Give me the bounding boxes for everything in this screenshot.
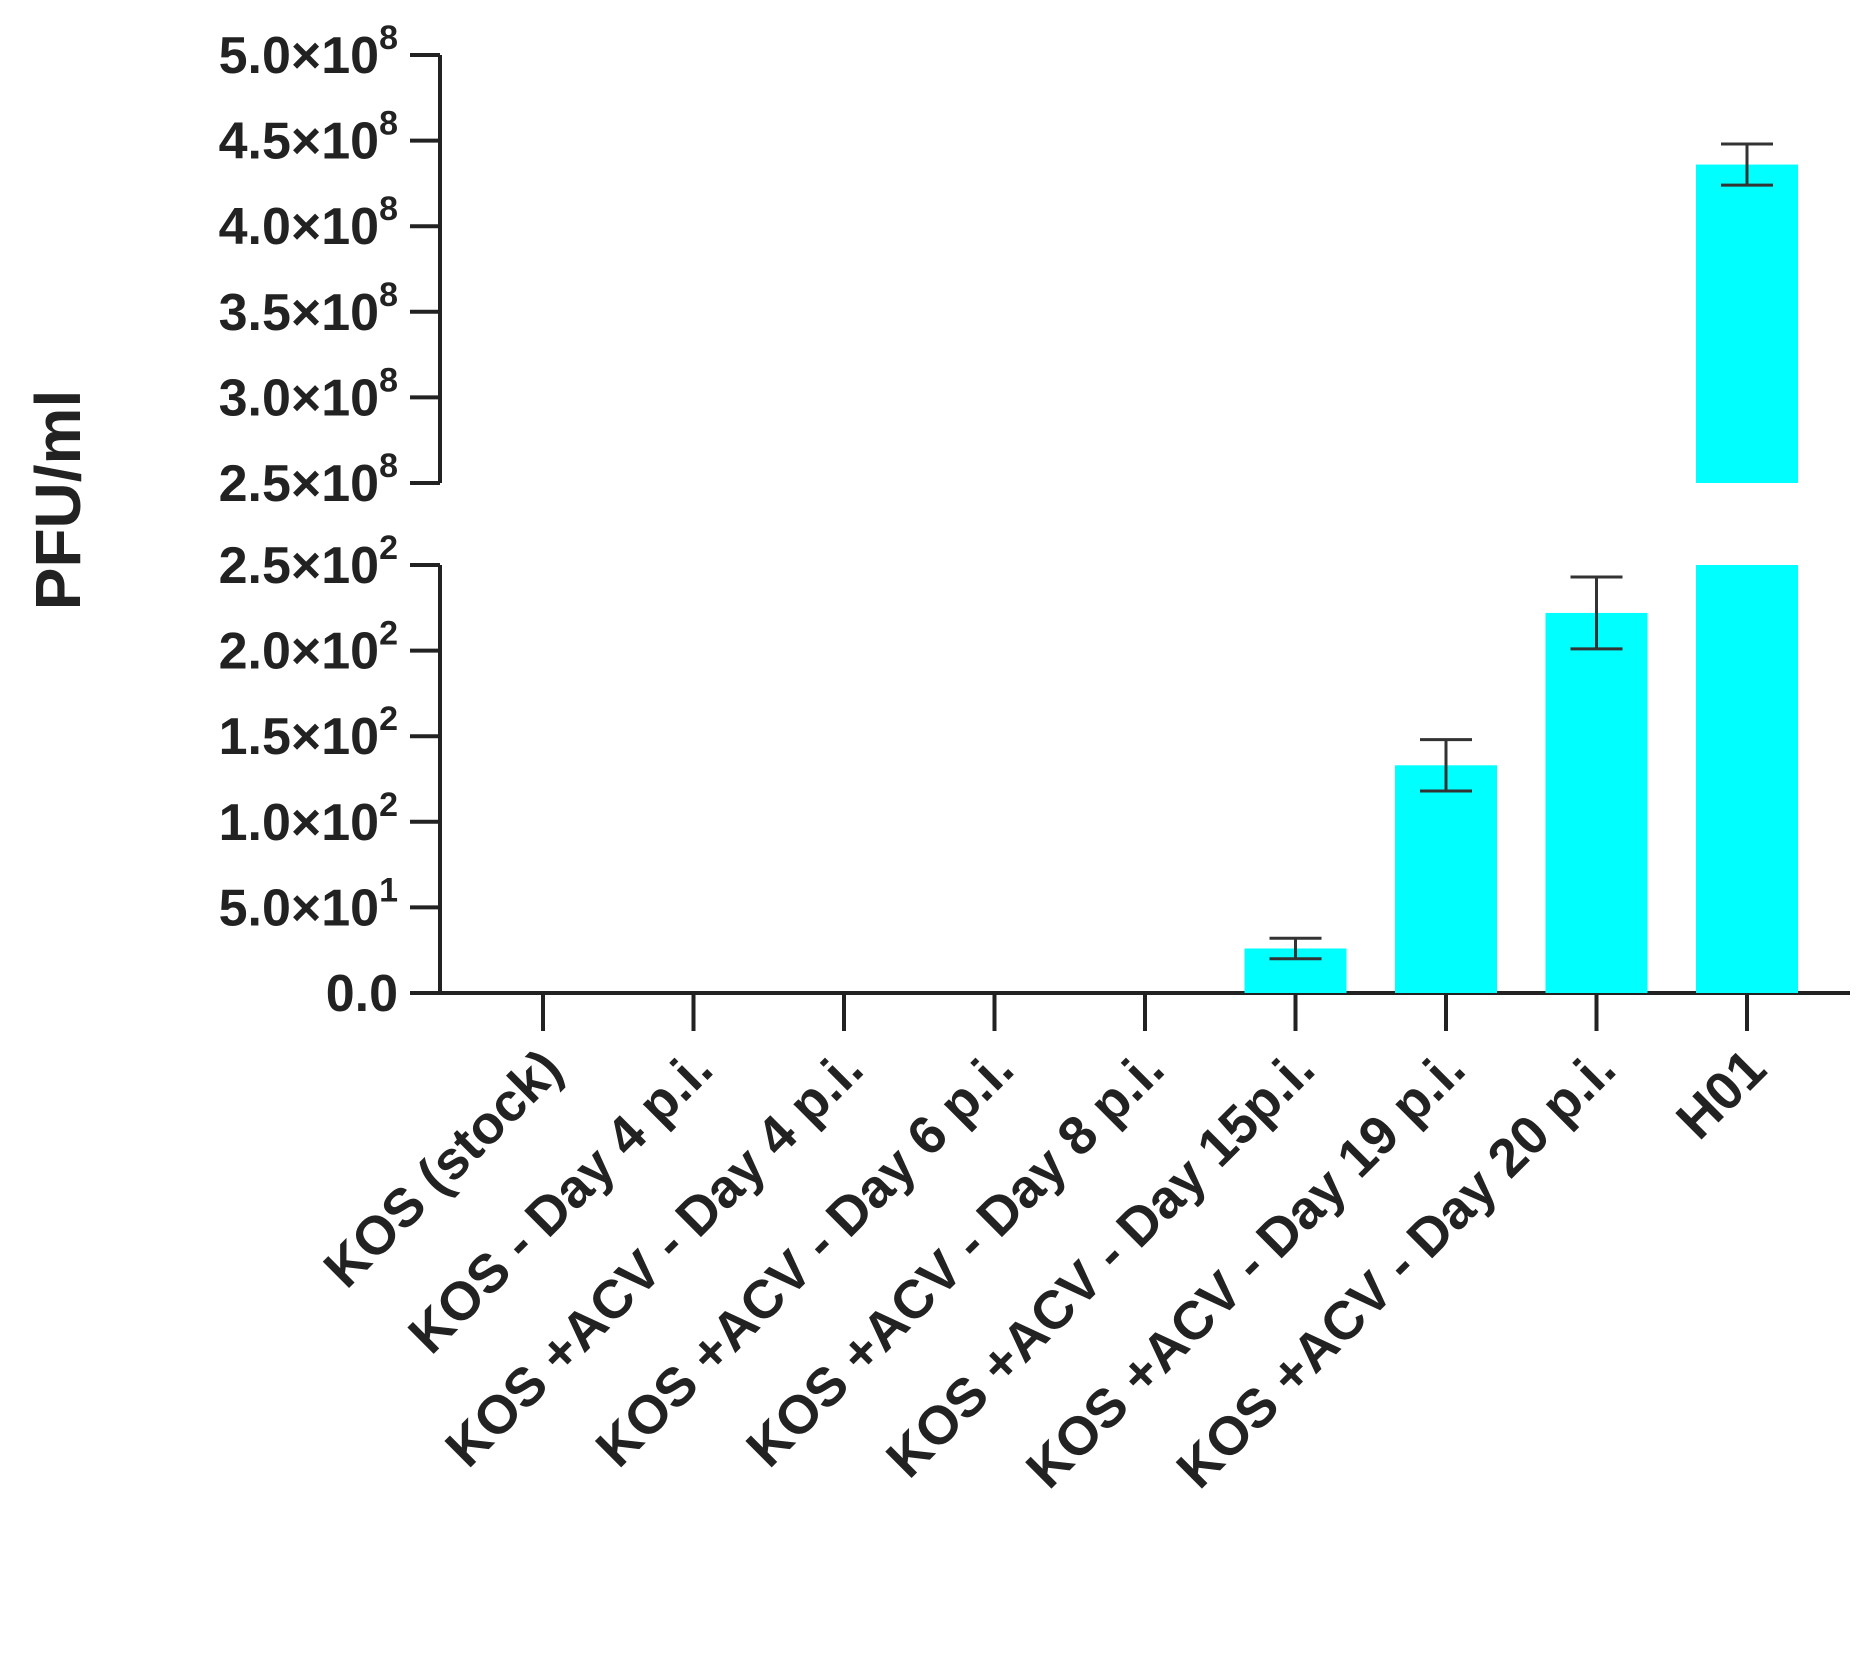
- y-tick-labels: 0.05.0×1011.0×1021.5×1022.0×1022.5×1022.…: [219, 19, 398, 1023]
- bar-6: [1395, 765, 1497, 993]
- bars: [1244, 164, 1798, 993]
- y-upper-tick-exponent-4: 8: [379, 105, 398, 143]
- axes: [410, 53, 1850, 1031]
- y-lower-tick-exponent-5: 2: [379, 529, 398, 567]
- error-bars: [1269, 142, 1773, 961]
- y-upper-tick-mantissa-5: 5.0×10: [219, 27, 380, 85]
- y-lower-tick-label-5: 2.5×102: [219, 529, 398, 595]
- y-upper-tick-label-0: 2.5×108: [219, 447, 398, 513]
- y-lower-tick-mantissa-3: 1.5×10: [219, 708, 380, 766]
- y-axis-label: PFU/ml: [22, 390, 94, 610]
- y-upper-tick-label-4: 4.5×108: [219, 105, 398, 171]
- y-lower-tick-label-2: 1.0×102: [219, 786, 398, 852]
- y-upper-tick-exponent-5: 8: [379, 19, 398, 57]
- y-lower-tick-exponent-4: 2: [379, 615, 398, 653]
- bar-8-lower: [1696, 565, 1798, 993]
- y-upper-tick-exponent-1: 8: [379, 361, 398, 399]
- y-lower-tick-exponent-2: 2: [379, 786, 398, 824]
- y-lower-tick-exponent-3: 2: [379, 700, 398, 738]
- y-upper-tick-mantissa-1: 3.0×10: [219, 369, 380, 427]
- x-tick-labels: KOS (stock)KOS - Day 4 p.i.KOS +ACV - Da…: [313, 1038, 1778, 1500]
- x-tick-label-8: H01: [1665, 1038, 1777, 1150]
- y-upper-tick-mantissa-2: 3.5×10: [219, 284, 380, 342]
- y-upper-tick-label-3: 4.0×108: [219, 190, 398, 256]
- y-upper-tick-exponent-2: 8: [379, 276, 398, 314]
- y-lower-tick-mantissa-0: 0.0: [326, 965, 398, 1023]
- y-lower-tick-mantissa-4: 2.0×10: [219, 623, 380, 681]
- y-upper-tick-exponent-0: 8: [379, 447, 398, 485]
- y-upper-tick-mantissa-3: 4.0×10: [219, 198, 380, 256]
- y-lower-tick-mantissa-5: 2.5×10: [219, 537, 380, 595]
- y-upper-tick-label-5: 5.0×108: [219, 19, 398, 85]
- y-lower-tick-label-4: 2.0×102: [219, 615, 398, 681]
- y-upper-tick-exponent-3: 8: [379, 190, 398, 228]
- y-lower-tick-exponent-1: 1: [379, 871, 398, 909]
- bar-8-upper: [1696, 164, 1798, 483]
- y-lower-tick-mantissa-2: 1.0×10: [219, 794, 380, 852]
- y-upper-tick-label-2: 3.5×108: [219, 276, 398, 342]
- y-lower-tick-label-3: 1.5×102: [219, 700, 398, 766]
- y-lower-tick-label-1: 5.0×101: [219, 871, 398, 937]
- y-upper-tick-label-1: 3.0×108: [219, 361, 398, 427]
- y-upper-tick-mantissa-0: 2.5×10: [219, 455, 380, 513]
- y-upper-tick-mantissa-4: 4.5×10: [219, 113, 380, 171]
- y-lower-tick-mantissa-1: 5.0×10: [219, 879, 380, 937]
- y-lower-tick-label-0: 0.0: [326, 965, 398, 1023]
- bar-7: [1545, 612, 1648, 993]
